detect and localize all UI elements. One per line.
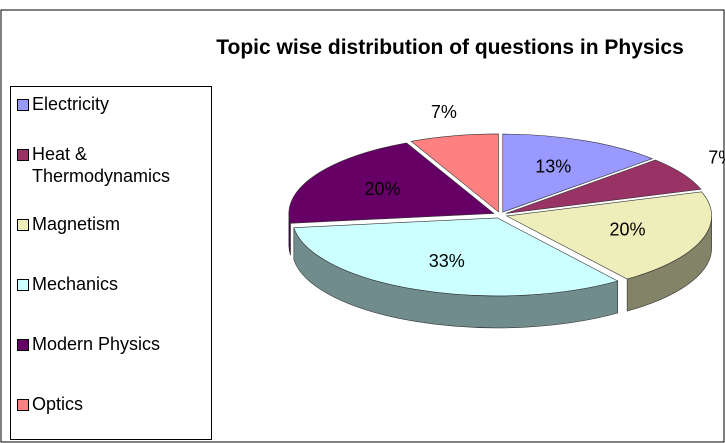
- data-label: 33%: [429, 251, 465, 271]
- legend-label: Mechanics: [32, 274, 119, 294]
- legend-item: Electricity: [17, 93, 213, 115]
- legend-label: Modern Physics: [32, 334, 161, 354]
- legend-label: Optics: [32, 394, 84, 414]
- data-label: 20%: [364, 179, 400, 199]
- legend-item: Heat & Thermodynamics: [17, 143, 213, 187]
- slice: [505, 191, 712, 280]
- legend-label: Electricity: [32, 94, 110, 114]
- legend-swatch: [17, 279, 29, 291]
- data-label: 13%: [535, 156, 571, 176]
- legend-item: Modern Physics: [17, 333, 213, 355]
- legend-swatch: [17, 399, 29, 411]
- data-label: 20%: [610, 220, 646, 240]
- legend-item: Optics: [17, 393, 213, 415]
- legend-item: Magnetism: [17, 213, 213, 235]
- slice: [502, 133, 654, 213]
- slice: [505, 159, 702, 214]
- slice: [410, 133, 499, 213]
- legend: Electricity Heat & Thermodynamics Magnetis…: [10, 86, 212, 440]
- legend-swatch: [17, 339, 29, 351]
- legend-swatch: [17, 149, 29, 161]
- legend-label: Magnetism: [32, 214, 121, 234]
- legend-label: Heat & Thermodynamics: [32, 144, 171, 186]
- chart-title: Topic wise distribution of questions in …: [216, 36, 684, 59]
- legend-swatch: [17, 99, 29, 111]
- data-label: 7%: [708, 148, 725, 168]
- chart-border: [0, 9, 725, 443]
- data-label: 7%: [431, 102, 457, 122]
- legend-item: Mechanics: [17, 273, 213, 295]
- legend-swatch: [17, 219, 29, 231]
- slice: [293, 217, 619, 297]
- slice: [288, 142, 495, 224]
